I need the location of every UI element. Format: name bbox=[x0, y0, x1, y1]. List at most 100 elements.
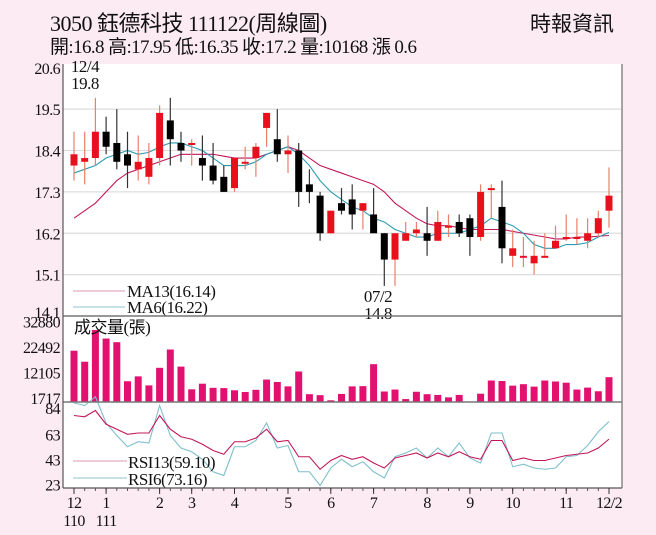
candle-body bbox=[295, 150, 303, 192]
low-value-annotation: 14.8 bbox=[364, 304, 392, 323]
candle-body bbox=[391, 233, 399, 260]
candle-body bbox=[573, 237, 581, 240]
candle-body bbox=[509, 248, 517, 256]
price-axis-label: 19.5 bbox=[34, 102, 60, 119]
volume-bar bbox=[220, 388, 228, 402]
candle-body bbox=[113, 142, 121, 162]
volume-bar bbox=[124, 381, 131, 402]
volume-bar bbox=[70, 350, 78, 402]
candle-body bbox=[519, 255, 527, 258]
volume-bar bbox=[263, 379, 271, 402]
candle-body bbox=[423, 233, 431, 241]
x-axis-label: 3 bbox=[188, 495, 196, 512]
candle-body bbox=[605, 195, 613, 211]
candle-body bbox=[156, 112, 164, 159]
volume-bar bbox=[348, 386, 356, 402]
candle-body bbox=[273, 139, 281, 155]
volume-bar bbox=[573, 389, 581, 402]
candle-body bbox=[348, 199, 356, 215]
candle-body bbox=[584, 233, 592, 241]
x-axis-label: 5 bbox=[284, 495, 292, 512]
volume-bar bbox=[509, 385, 517, 402]
candle-body bbox=[263, 112, 271, 128]
candle-body bbox=[220, 176, 228, 192]
volume-bar bbox=[487, 380, 495, 402]
candle-body bbox=[402, 233, 410, 241]
plot-area bbox=[63, 64, 622, 488]
rsi6-legend-label: RSI6(73.16) bbox=[128, 470, 207, 489]
volume-bar bbox=[284, 386, 292, 402]
x-axis-label: 12/2 bbox=[596, 495, 623, 512]
high-date-annotation: 12/4 bbox=[71, 57, 100, 76]
rsi-axis-label: 63 bbox=[45, 427, 60, 444]
volume-bar bbox=[252, 389, 260, 402]
volume-bar bbox=[519, 384, 527, 402]
chart-title: 3050 鈺德科技 111122(周線圖) bbox=[50, 11, 327, 36]
volume-bar bbox=[338, 393, 345, 402]
candle-body bbox=[552, 240, 559, 249]
rsi6-line bbox=[73, 395, 610, 487]
ma13-legend-label: MA13(16.14) bbox=[127, 282, 215, 301]
volume-bar bbox=[530, 386, 538, 402]
candle-body bbox=[188, 142, 196, 145]
volume-bar bbox=[81, 361, 89, 402]
candle-body bbox=[466, 218, 474, 238]
candle-body bbox=[434, 221, 442, 241]
volume-bar bbox=[209, 387, 217, 402]
volume-axis-label: 32880 bbox=[23, 315, 61, 332]
candle-body bbox=[541, 255, 549, 258]
ma13-line bbox=[73, 146, 610, 240]
x-axis-label: 4 bbox=[231, 495, 239, 512]
x-axis-label: 1 bbox=[102, 495, 110, 512]
volume-bar bbox=[584, 387, 592, 402]
candle-body bbox=[359, 203, 367, 211]
brand-label: 時報資訊 bbox=[530, 12, 614, 36]
x-axis-label: 12 bbox=[67, 495, 82, 512]
candle-body bbox=[445, 225, 452, 228]
volume-bar bbox=[423, 394, 431, 402]
candle-body bbox=[412, 229, 420, 234]
rsi13-line bbox=[73, 409, 610, 471]
volume-bar bbox=[198, 383, 206, 402]
candle-body bbox=[198, 158, 206, 166]
candle-body bbox=[455, 221, 463, 234]
candle-body bbox=[134, 161, 142, 170]
price-axis-label: 20.6 bbox=[34, 61, 60, 78]
volume-axis-label: 12105 bbox=[23, 365, 61, 382]
price-axis-label: 18.4 bbox=[34, 144, 60, 161]
ma6-legend-label: MA6(16.22) bbox=[127, 298, 207, 317]
candle-body bbox=[487, 188, 495, 191]
rsi-axis-label: 23 bbox=[45, 477, 60, 494]
candle-body bbox=[91, 131, 99, 159]
volume-bar bbox=[188, 389, 196, 402]
volume-bar bbox=[434, 394, 442, 402]
volume-bar bbox=[370, 364, 378, 402]
volume-bar bbox=[134, 376, 142, 402]
candle-body bbox=[380, 233, 388, 260]
candle-body bbox=[145, 158, 153, 177]
x-axis-year-label: 111 bbox=[96, 513, 118, 530]
volume-bar bbox=[316, 395, 324, 402]
candle-body bbox=[70, 154, 78, 166]
volume-bar bbox=[359, 386, 367, 402]
volume-bar bbox=[273, 381, 281, 402]
volume-bar bbox=[402, 399, 410, 402]
candle-body bbox=[327, 210, 335, 234]
volume-bar bbox=[145, 385, 153, 402]
x-axis-label: 10 bbox=[505, 495, 520, 512]
candle-body bbox=[231, 158, 238, 189]
volume-bar bbox=[241, 391, 249, 402]
candle-body bbox=[166, 120, 174, 140]
volume-bar bbox=[295, 371, 303, 402]
volume-bar bbox=[391, 389, 399, 402]
volume-bar bbox=[91, 329, 99, 402]
volume-axis-label: 22492 bbox=[23, 340, 61, 357]
price-axis-label: 15.1 bbox=[34, 268, 60, 285]
volume-bar bbox=[231, 390, 238, 402]
candle-body bbox=[81, 158, 89, 162]
high-value-annotation: 19.8 bbox=[71, 74, 99, 93]
x-axis-label: 7 bbox=[370, 495, 378, 512]
x-axis-year-label: 110 bbox=[63, 513, 85, 530]
volume-bar bbox=[455, 394, 463, 402]
